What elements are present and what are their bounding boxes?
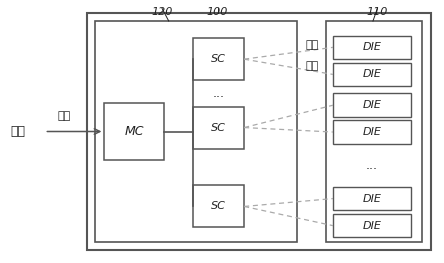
Bar: [333, 36, 411, 59]
Text: 命令: 命令: [58, 111, 71, 121]
Text: DIE: DIE: [362, 194, 381, 204]
Text: 120: 120: [151, 7, 173, 17]
Bar: [333, 93, 411, 117]
Text: 数据: 数据: [305, 61, 318, 71]
Text: SC: SC: [211, 123, 226, 133]
Text: ...: ...: [366, 159, 378, 172]
Bar: [333, 63, 411, 86]
Text: 主机: 主机: [10, 125, 25, 138]
Text: DIE: DIE: [362, 69, 381, 79]
Bar: [87, 13, 431, 250]
Bar: [193, 38, 244, 80]
Bar: [104, 103, 164, 160]
Text: DIE: DIE: [362, 127, 381, 137]
Bar: [193, 185, 244, 227]
Bar: [326, 21, 422, 242]
Text: 110: 110: [367, 7, 388, 17]
Text: 100: 100: [207, 7, 228, 17]
Text: DIE: DIE: [362, 42, 381, 52]
Text: MC: MC: [125, 125, 144, 138]
Text: ...: ...: [213, 87, 225, 100]
Bar: [95, 21, 297, 242]
Bar: [193, 107, 244, 149]
Text: DIE: DIE: [362, 221, 381, 231]
Bar: [333, 187, 411, 210]
Text: SC: SC: [211, 201, 226, 211]
Bar: [333, 120, 411, 144]
Text: 写入: 写入: [305, 40, 318, 50]
Text: DIE: DIE: [362, 100, 381, 110]
Bar: [333, 214, 411, 237]
Text: SC: SC: [211, 54, 226, 64]
